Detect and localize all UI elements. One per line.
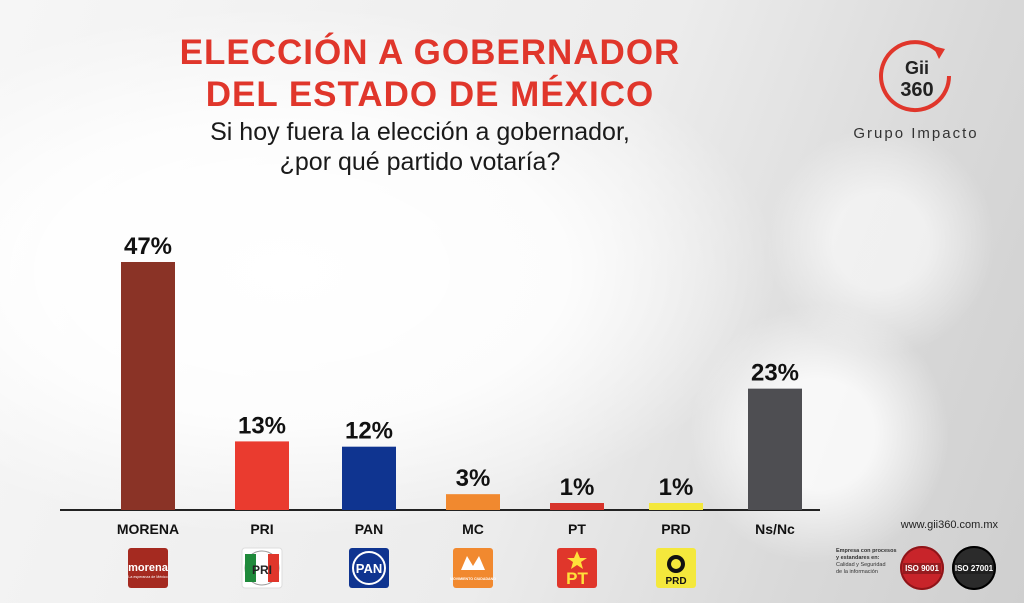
iso-27001-label: ISO 27001 (952, 562, 996, 574)
title-line-2: DEL ESTADO DE MÉXICO (205, 75, 655, 114)
pan-logo-text: PAN (356, 561, 382, 576)
category-label-ns-nc: Ns/Nc (755, 521, 795, 537)
category-label-pan: PAN (355, 521, 384, 537)
morena-logo-sub: La esperanza de México (128, 575, 167, 579)
chart-subtitle: Si hoy fuera la elección a gobernador, ¿… (80, 117, 760, 177)
pan-logo-ring (352, 551, 386, 585)
bar-pan (342, 446, 396, 510)
category-label-pri: PRI (250, 521, 273, 537)
category-label-pt: PT (568, 521, 586, 537)
certification-block: Empresa con procesos y estandares en: Ca… (836, 546, 1016, 590)
cert-text: Empresa con procesos y estandares en: Ca… (836, 548, 898, 576)
brand-name: Grupo Impacto (853, 125, 979, 142)
cert-line-1: Empresa con procesos (836, 548, 897, 554)
brand-mark-top: Gii (905, 58, 929, 78)
prd-logo-text: PRD (665, 576, 686, 587)
title-line-1: ELECCIÓN A GOBERNADOR (179, 33, 681, 72)
brand-mark-bottom: 360 (900, 79, 933, 101)
data-label-ns-nc: 23% (751, 360, 799, 387)
bar-mc (446, 494, 500, 510)
bar-pt (550, 503, 604, 510)
pri-logo-green (245, 554, 256, 582)
gii360-icon: Gii 360 (879, 40, 951, 113)
category-label-mc: MC (462, 521, 484, 537)
morena-logo-text: morena (128, 562, 169, 574)
bar-prd (649, 503, 703, 510)
mc-logo-eagle (461, 556, 485, 570)
data-label-pan: 12% (345, 418, 393, 445)
iso-9001-badge: ISO 9001 (900, 546, 944, 590)
data-label-pt: 1% (560, 474, 595, 501)
prd-logo-sun-center (671, 559, 681, 569)
data-label-mc: 3% (456, 465, 491, 492)
brand-logo: Gii 360 Grupo Impacto (826, 36, 1006, 148)
data-label-pri: 13% (238, 412, 286, 439)
category-label-morena: MORENA (117, 521, 179, 537)
website-url[interactable]: www.gii360.com.mx (900, 519, 998, 531)
iso-27001-badge: ISO 27001 (952, 546, 996, 590)
cert-line-2: y estandares en: (836, 555, 880, 561)
bar-ns-nc (748, 388, 802, 510)
pri-logo-red (268, 554, 279, 582)
subtitle-line-2: ¿por qué partido votaría? (279, 148, 561, 176)
pt-logo-text: PT (566, 569, 588, 588)
data-label-morena: 47% (124, 233, 172, 260)
bar-pri (235, 441, 289, 510)
pan-logo (349, 548, 389, 588)
bar-morena (121, 262, 175, 510)
cert-line-4: de la información (836, 569, 878, 575)
morena-logo (128, 548, 168, 588)
chart-title: ELECCIÓN A GOBERNADOR DEL ESTADO DE MÉXI… (0, 32, 860, 116)
cert-line-3: Calidad y Seguridad (836, 562, 886, 568)
data-label-prd: 1% (659, 474, 694, 501)
subtitle-line-1: Si hoy fuera la elección a gobernador, (210, 118, 630, 146)
mc-logo-text: MOVIMIENTO CIUDADANO (450, 577, 496, 581)
pri-logo-text: PRI (252, 563, 272, 577)
iso-9001-label: ISO 9001 (903, 562, 941, 574)
category-label-prd: PRD (661, 521, 691, 537)
pt-logo-star (567, 551, 587, 569)
